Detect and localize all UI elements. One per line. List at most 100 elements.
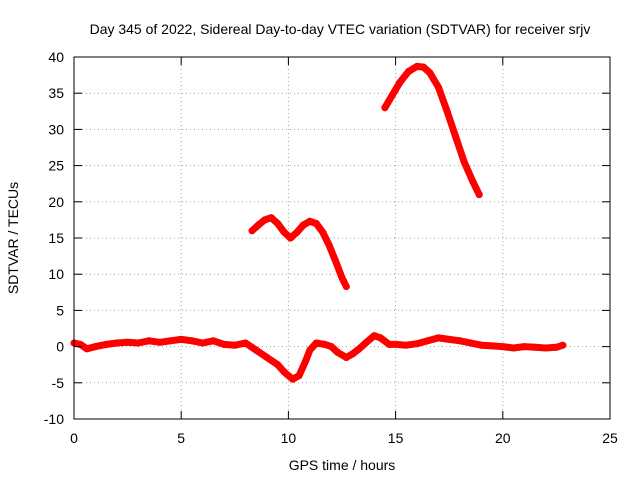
data-point-baseline [263, 354, 271, 361]
data-point-baseline [289, 375, 297, 383]
data-point-baseline [295, 372, 303, 380]
data-point-baseline [531, 343, 539, 351]
data-point-baseline [156, 338, 164, 346]
y-tick-label: 10 [48, 266, 64, 282]
y-tick-label: 20 [48, 194, 64, 210]
data-point-baseline [552, 343, 560, 351]
data-point-baseline [385, 340, 393, 348]
x-tick-label: 25 [602, 430, 618, 446]
data-point-baseline [467, 339, 475, 347]
data-point-arc-2 [469, 178, 477, 185]
data-point-arc-2 [387, 93, 395, 101]
data-point-arc-1 [338, 274, 346, 282]
data-point-baseline [499, 343, 507, 351]
data-point-baseline [445, 335, 453, 343]
y-tick-label: -5 [52, 375, 65, 391]
data-point-baseline [510, 344, 517, 352]
data-point-arc-1 [325, 241, 333, 249]
data-point-baseline [83, 345, 91, 353]
y-tick-label: 25 [48, 158, 64, 174]
data-point-baseline [392, 340, 400, 348]
data-point-baseline [242, 339, 249, 347]
data-point-baseline [231, 341, 239, 349]
data-point-arc-1 [342, 283, 350, 290]
data-point-arc-1 [261, 216, 269, 224]
data-point-baseline [520, 343, 528, 351]
data-point-baseline [134, 339, 142, 347]
data-point-arc-2 [426, 69, 434, 77]
data-point-baseline [349, 350, 357, 358]
data-point-arc-2 [413, 62, 421, 70]
data-point-baseline [124, 338, 132, 346]
data-point-baseline [102, 340, 110, 348]
data-point-arc-2 [405, 68, 412, 75]
data-point-baseline [559, 341, 567, 349]
data-point-arc-1 [267, 214, 275, 222]
data-point-baseline [362, 339, 370, 347]
data-point-arc-1 [254, 221, 262, 229]
data-point-baseline [199, 339, 207, 347]
data-point-baseline [177, 335, 185, 343]
data-point-arc-2 [435, 83, 442, 91]
data-point-baseline [477, 341, 485, 349]
y-tick-label: 15 [48, 230, 64, 246]
data-point-arc-2 [420, 63, 427, 71]
data-point-arc-1 [332, 257, 340, 265]
data-point-baseline [188, 337, 196, 345]
data-point-arc-1 [248, 227, 256, 235]
data-point-arc-2 [443, 107, 451, 115]
data-point-baseline [302, 357, 310, 365]
data-point-baseline [435, 334, 442, 342]
x-tick-label: 0 [70, 430, 78, 446]
data-point-baseline [355, 345, 363, 353]
y-tick-label: 0 [56, 339, 64, 355]
data-point-arc-1 [319, 228, 327, 236]
data-point-baseline [327, 343, 335, 351]
x-axis-label: GPS time / hours [289, 457, 396, 473]
data-point-arc-1 [299, 221, 307, 229]
y-tick-label: -10 [44, 411, 64, 427]
data-point-arc-2 [381, 104, 389, 112]
data-point-baseline [113, 339, 121, 347]
data-point-baseline [274, 361, 282, 369]
data-point-baseline [370, 332, 378, 340]
data-point-arc-1 [274, 220, 282, 227]
series-layer [70, 62, 567, 383]
data-point-baseline [377, 334, 385, 342]
data-point-baseline [334, 348, 342, 356]
data-point-baseline [220, 340, 228, 348]
data-point-baseline [542, 344, 550, 352]
data-point-baseline [145, 337, 153, 345]
data-point-baseline [252, 346, 260, 354]
data-point-baseline [424, 337, 432, 345]
data-point-arc-2 [460, 158, 468, 166]
data-point-arc-1 [287, 234, 294, 242]
data-point-baseline [312, 339, 320, 347]
chart-title: Day 345 of 2022, Sidereal Day-to-day VTE… [90, 21, 591, 37]
data-point-baseline [402, 341, 410, 349]
data-point-baseline [167, 337, 174, 345]
data-point-baseline [91, 343, 99, 351]
data-point-baseline [488, 342, 496, 350]
y-tick-label: 40 [48, 49, 64, 65]
x-tick-label: 15 [388, 430, 404, 446]
data-point-baseline [306, 346, 314, 354]
data-point-baseline [321, 340, 329, 348]
data-point-baseline [456, 337, 464, 345]
tick-labels: 0 5 10 15 20 25 -10 -5 0 5 10 15 20 25 30 35 40 [44, 49, 618, 446]
data-point-arc-2 [452, 133, 460, 141]
y-tick-label: 35 [48, 85, 64, 101]
data-point-arc-2 [475, 191, 483, 199]
data-point-arc-1 [306, 217, 314, 225]
data-point-baseline [413, 340, 421, 348]
y-axis-label: SDTVAR / TECUs [5, 182, 21, 294]
data-point-baseline [209, 337, 217, 345]
y-tick-label: 5 [56, 302, 64, 318]
axis-ticks [73, 56, 611, 420]
x-tick-label: 10 [281, 430, 297, 446]
y-tick-label: 30 [48, 121, 64, 137]
data-point-arc-2 [396, 78, 404, 86]
data-point-arc-1 [293, 228, 301, 236]
